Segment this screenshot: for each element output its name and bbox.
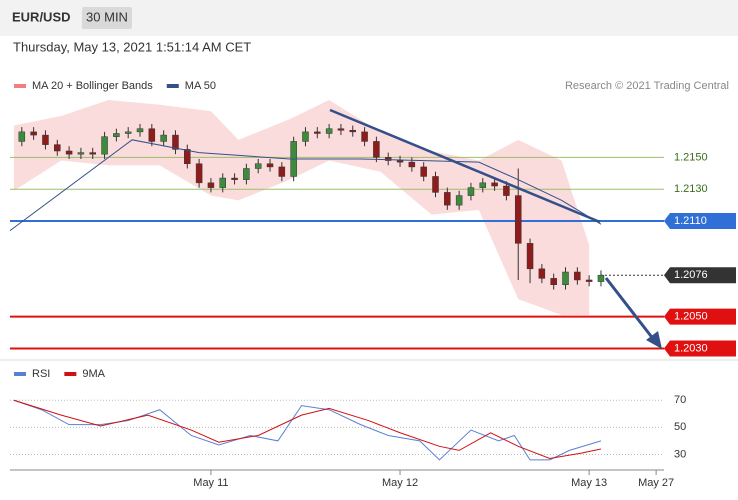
legend-swatch: [64, 372, 77, 376]
candle-body: [243, 168, 250, 180]
candle-body: [491, 182, 498, 187]
candle-body: [160, 134, 167, 142]
candle-body: [219, 177, 226, 188]
candle-body: [195, 163, 203, 184]
ma-line: [9, 139, 602, 232]
arrow-head: [646, 331, 662, 349]
symbol: EUR/USD: [12, 9, 71, 24]
x-tick-label: May 11: [193, 477, 228, 489]
candle-body: [302, 131, 309, 142]
candle-body: [373, 141, 380, 158]
rsi-line: [13, 399, 602, 461]
candle-body: [479, 182, 487, 188]
candle-body: [432, 176, 439, 193]
candle-body: [89, 152, 96, 155]
candle-body: [231, 177, 238, 180]
legend-label: MA 20 + Bollinger Bands: [32, 80, 153, 92]
candle-body: [254, 163, 262, 169]
legend-swatch: [14, 84, 26, 88]
credit: Research © 2021 Trading Central: [565, 80, 729, 92]
candle-body: [550, 278, 557, 285]
candle-body: [65, 150, 73, 155]
candle-body: [101, 136, 108, 155]
level-tag: [664, 308, 736, 325]
legend-label: 9MA: [82, 368, 105, 380]
candle-body: [444, 192, 451, 206]
candle-body: [455, 195, 463, 206]
candle-body: [18, 131, 26, 142]
level-label: 1.2130: [674, 183, 708, 195]
candle-body: [30, 131, 37, 136]
level-label: 1.2110: [674, 215, 707, 227]
candle-body: [184, 149, 191, 164]
candle-body: [597, 274, 605, 282]
y-tick-label: 70: [674, 394, 686, 406]
forecast-arrow: [604, 277, 656, 341]
x-tick-label: May 13: [571, 477, 607, 489]
candle-body: [467, 187, 475, 196]
candle-body: [54, 144, 61, 152]
legend-label: MA 50: [185, 80, 216, 92]
interval-box[interactable]: [82, 7, 132, 29]
candle-body: [514, 195, 522, 244]
candle-body: [207, 182, 215, 188]
candle-body: [349, 130, 357, 133]
candle-body: [172, 134, 179, 150]
candle-body: [278, 166, 286, 177]
candle-body: [124, 131, 132, 134]
bollinger-band: [13, 100, 590, 316]
candle-body: [314, 131, 321, 134]
legend-label: RSI: [32, 368, 50, 380]
candle-body: [148, 128, 156, 142]
trend-line: [329, 108, 601, 224]
level-label: 1.2030: [674, 342, 708, 354]
level-tag: [664, 267, 736, 284]
y-tick-label: 30: [674, 448, 686, 460]
candle-body: [574, 271, 581, 281]
level-label: 1.2050: [674, 311, 708, 323]
level-tag: [664, 340, 736, 357]
candle-body: [384, 157, 392, 161]
candle-body: [503, 185, 510, 196]
candle-body: [562, 271, 569, 285]
candle-body: [337, 128, 345, 131]
candle-body: [396, 160, 404, 163]
legend-swatch: [14, 372, 26, 376]
candle-body: [408, 161, 416, 168]
candle-body: [42, 134, 49, 145]
candle-body: [136, 128, 144, 133]
rsi-line: [13, 399, 602, 460]
legend-swatch: [166, 84, 179, 88]
candle-body: [266, 163, 274, 168]
y-tick-label: 50: [674, 421, 686, 433]
candle-body: [325, 128, 333, 134]
candle-body: [113, 133, 120, 137]
candle-body: [361, 131, 368, 142]
candle-body: [420, 166, 427, 177]
interval[interactable]: 30 MIN: [86, 9, 128, 24]
candle-body: [526, 243, 534, 270]
candle-body: [585, 279, 593, 282]
level-label: 1.2150: [674, 151, 708, 163]
x-tick-label: May 12: [382, 477, 418, 489]
candle-body: [77, 152, 85, 155]
candle-body: [538, 268, 546, 279]
timestamp: Thursday, May 13, 2021 1:51:14 AM CET: [13, 39, 251, 54]
x-tick-label: May 27: [638, 477, 674, 489]
level-label: 1.2076: [674, 269, 708, 281]
level-tag: [664, 213, 736, 230]
